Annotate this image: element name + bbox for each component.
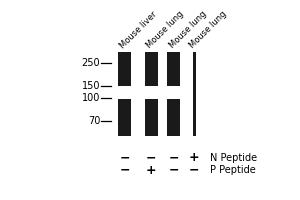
Bar xyxy=(193,52,196,136)
Text: Mouse liver: Mouse liver xyxy=(118,10,159,50)
Text: Mouse lung: Mouse lung xyxy=(188,10,229,50)
Text: −: − xyxy=(119,164,130,177)
Text: Mouse lung: Mouse lung xyxy=(145,10,186,50)
Text: P Peptide: P Peptide xyxy=(210,165,255,175)
Bar xyxy=(167,52,180,136)
Text: −: − xyxy=(168,151,179,164)
Text: 70: 70 xyxy=(88,116,100,126)
Text: Mouse lung: Mouse lung xyxy=(167,10,208,50)
Text: −: − xyxy=(168,164,179,177)
Text: +: + xyxy=(146,164,157,177)
Text: N Peptide: N Peptide xyxy=(210,153,257,163)
Bar xyxy=(118,52,131,136)
Text: 150: 150 xyxy=(82,81,100,91)
Bar xyxy=(118,86,180,99)
Text: +: + xyxy=(189,151,200,164)
Text: 250: 250 xyxy=(82,58,100,68)
Text: −: − xyxy=(146,151,157,164)
Bar xyxy=(145,52,158,136)
Text: 100: 100 xyxy=(82,93,100,103)
Text: −: − xyxy=(119,151,130,164)
Text: −: − xyxy=(189,164,200,177)
